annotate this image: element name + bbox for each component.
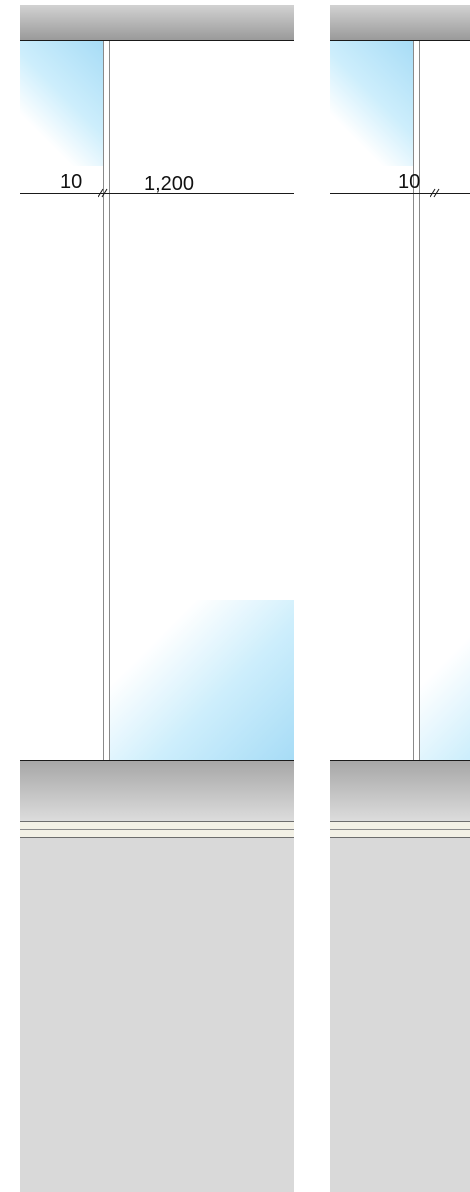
- mullion: [103, 41, 110, 760]
- glass-reflection-bottom: [420, 600, 470, 760]
- dimension-label-width: 1,200: [144, 173, 195, 195]
- mullion: [413, 41, 420, 760]
- dimension-line: [330, 193, 470, 194]
- sill-beam: [20, 760, 294, 821]
- finish-line: [20, 829, 294, 830]
- finish-line: [330, 829, 470, 830]
- dimension-line: [20, 193, 294, 194]
- sill-beam: [330, 760, 470, 821]
- dimension-tick-mark: [430, 188, 440, 198]
- window-bay-2: 10: [330, 0, 470, 1192]
- head-beam: [330, 5, 470, 41]
- wall-panel: [20, 838, 294, 1192]
- glass-reflection-top: [330, 41, 413, 166]
- wall-panel: [330, 838, 470, 1192]
- dimension-label-offset: 10: [60, 171, 83, 193]
- dimension-label-offset: 10: [398, 171, 421, 193]
- head-beam: [20, 5, 294, 41]
- glass-reflection-top: [20, 41, 103, 166]
- window-bay-1: 10 1,200: [20, 0, 294, 1192]
- glass-reflection-bottom: [110, 600, 294, 760]
- dimension-tick-mark: [98, 188, 108, 198]
